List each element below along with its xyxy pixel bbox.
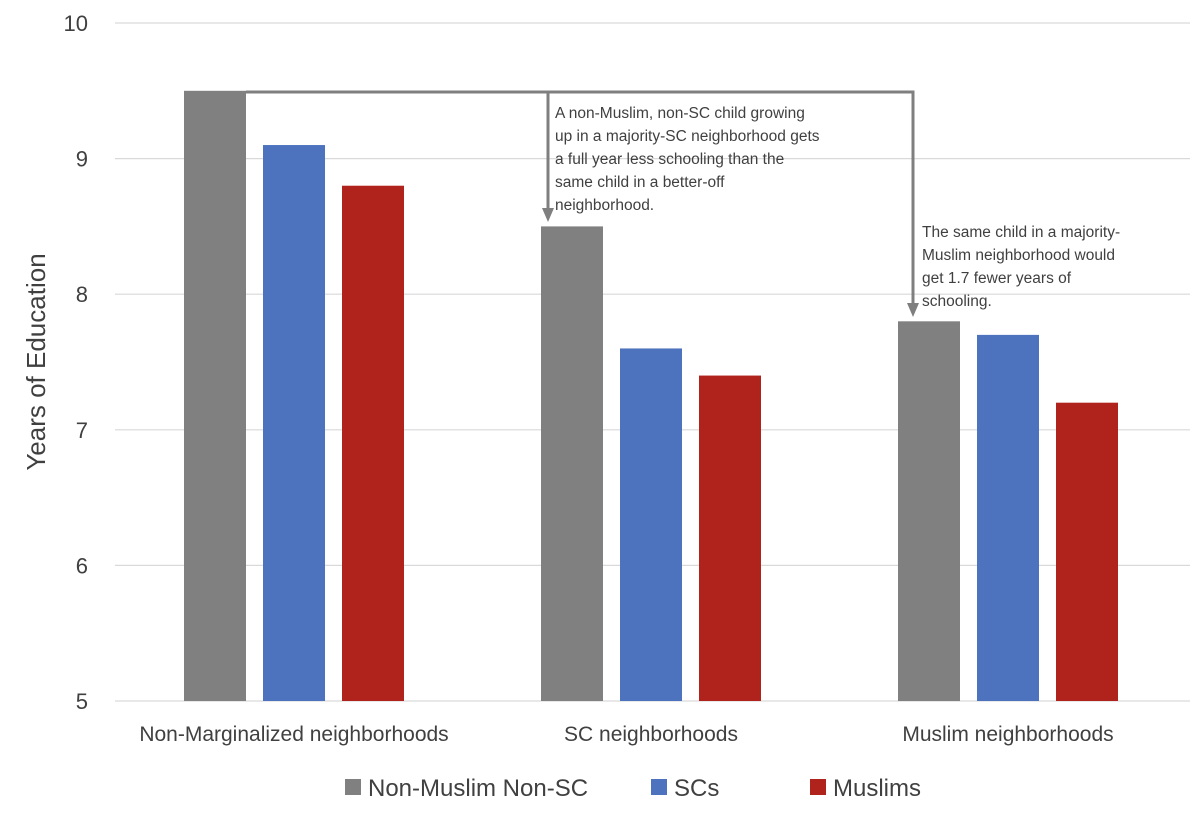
y-tick-label: 5: [76, 689, 88, 714]
bar-non-muslim-non-sc: [184, 90, 246, 702]
annotation-line: same child in a better-off: [555, 174, 725, 191]
x-category-label: Muslim neighborhoods: [902, 723, 1113, 746]
legend: Non-Muslim Non-SC SCs Muslims: [345, 775, 921, 802]
x-category-label: Non-Marginalized neighborhoods: [139, 723, 448, 746]
annotation-line: neighborhood.: [555, 197, 654, 214]
annotation-line: up in a majority-SC neighborhood gets: [555, 128, 820, 145]
arrow-to-sc: [246, 90, 915, 305]
legend-label: Non-Muslim Non-SC: [368, 775, 588, 802]
y-axis-label: Years of Education: [21, 253, 51, 470]
bars: [184, 90, 1118, 702]
annotation-line: a full year less schooling than the: [555, 151, 784, 168]
annotation-arrows: [246, 90, 915, 305]
x-category-label: SC neighborhoods: [564, 723, 738, 746]
bar-scs: [263, 145, 325, 702]
bar-non-muslim-non-sc: [541, 226, 603, 701]
annotation-muslim: The same child in a majority- Muslim nei…: [922, 224, 1124, 310]
y-axis-ticks: 5 6 7 8 9 10: [64, 11, 88, 714]
y-tick-label: 7: [76, 418, 88, 443]
y-tick-label: 8: [76, 282, 88, 307]
legend-swatch: [651, 779, 667, 795]
arrowhead-muslim: [907, 303, 919, 317]
y-tick-label: 9: [76, 147, 88, 172]
annotation-sc: A non-Muslim, non-SC child growing up in…: [555, 105, 824, 214]
bar-non-muslim-non-sc: [898, 321, 960, 701]
bar-muslims: [1056, 402, 1118, 701]
bar-scs: [977, 334, 1039, 701]
y-tick-label: 10: [64, 11, 88, 36]
legend-swatch: [345, 779, 361, 795]
annotation-line: schooling.: [922, 293, 992, 310]
annotation-line: A non-Muslim, non-SC child growing: [555, 105, 805, 122]
annotation-line: get 1.7 fewer years of: [922, 270, 1072, 287]
legend-label: SCs: [674, 775, 719, 802]
bar-muslims: [342, 185, 404, 702]
arrowhead-sc: [542, 208, 554, 222]
annotation-line: The same child in a majority-: [922, 224, 1120, 241]
annotation-line: Muslim neighborhood would: [922, 247, 1115, 264]
y-tick-label: 6: [76, 553, 88, 578]
x-axis-categories: Non-Marginalized neighborhoods SC neighbo…: [139, 723, 1113, 746]
legend-swatch: [810, 779, 826, 795]
bar-scs: [620, 348, 682, 701]
legend-label: Muslims: [833, 775, 921, 802]
bar-muslims: [699, 375, 761, 701]
